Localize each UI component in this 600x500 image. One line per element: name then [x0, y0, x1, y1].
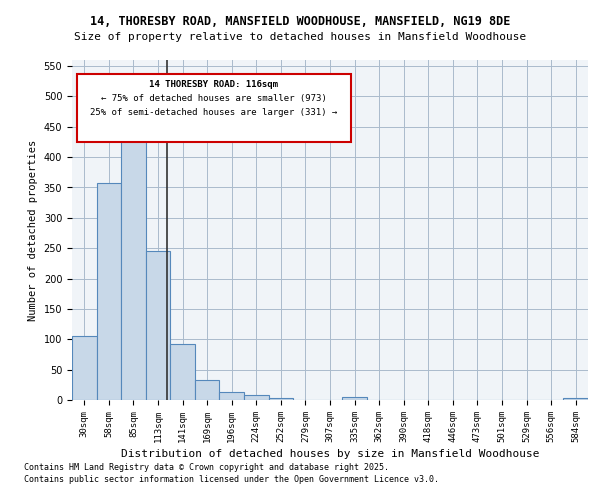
Text: Contains HM Land Registry data © Crown copyright and database right 2025.: Contains HM Land Registry data © Crown c… — [24, 462, 389, 471]
Bar — [121, 122, 146, 400]
Text: Size of property relative to detached houses in Mansfield Woodhouse: Size of property relative to detached ho… — [74, 32, 526, 42]
Text: Contains public sector information licensed under the Open Government Licence v3: Contains public sector information licen… — [24, 475, 439, 484]
Text: 14, THORESBY ROAD, MANSFIELD WOODHOUSE, MANSFIELD, NG19 8DE: 14, THORESBY ROAD, MANSFIELD WOODHOUSE, … — [90, 15, 510, 28]
Bar — [220, 392, 244, 400]
Text: 14 THORESBY ROAD: 116sqm: 14 THORESBY ROAD: 116sqm — [149, 80, 278, 90]
Bar — [146, 251, 170, 400]
X-axis label: Distribution of detached houses by size in Mansfield Woodhouse: Distribution of detached houses by size … — [121, 449, 539, 459]
Bar — [195, 380, 220, 400]
FancyBboxPatch shape — [77, 74, 350, 142]
Bar — [563, 398, 588, 400]
Bar — [97, 183, 121, 400]
Bar — [342, 397, 367, 400]
Bar — [72, 336, 97, 400]
Text: 25% of semi-detached houses are larger (331) →: 25% of semi-detached houses are larger (… — [90, 108, 338, 116]
Bar — [269, 398, 293, 400]
Y-axis label: Number of detached properties: Number of detached properties — [28, 140, 38, 320]
Bar — [244, 394, 269, 400]
Bar — [170, 344, 195, 400]
Text: ← 75% of detached houses are smaller (973): ← 75% of detached houses are smaller (97… — [101, 94, 327, 103]
